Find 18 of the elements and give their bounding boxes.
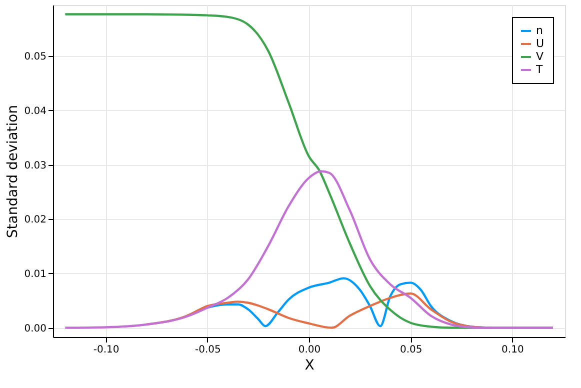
x-tick-label: 0.05 [400, 344, 422, 356]
legend-label: V [536, 50, 544, 63]
y-tick-label: 0.01 [24, 268, 46, 280]
legend-label: U [536, 37, 544, 50]
y-tick-label: 0.04 [24, 106, 46, 117]
y-tick-label: 0.03 [24, 160, 46, 172]
line-series [64, 170, 554, 329]
y-tick-label: 0.05 [24, 52, 46, 63]
legend-label: T [535, 63, 543, 76]
x-tick-label: 0.00 [298, 344, 321, 356]
y-tick-label: 0.00 [24, 323, 46, 334]
x-tick-label: -0.05 [194, 344, 221, 356]
legend-label: n [536, 24, 543, 37]
x-tick-label: 0.10 [502, 344, 524, 356]
x-axis-title: X [304, 358, 315, 374]
x-tick-label: -0.10 [93, 344, 120, 356]
y-tick-label: 0.02 [24, 214, 46, 226]
y-axis-title: Standard deviation [5, 104, 22, 238]
